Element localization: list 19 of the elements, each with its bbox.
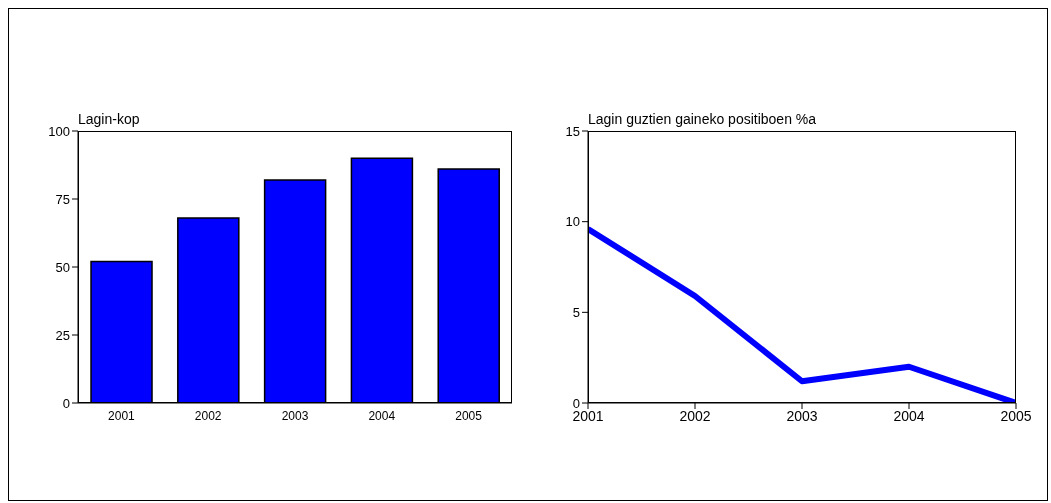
x-tick-label: 2002 <box>194 408 222 423</box>
x-tick-label: 2003 <box>786 407 818 424</box>
y-tick-label: 15 <box>565 123 580 139</box>
y-tick-label: 0 <box>62 395 70 411</box>
x-tick-label: 2005 <box>1000 407 1032 424</box>
y-tick-label: 75 <box>55 191 70 207</box>
y-tick-label: 50 <box>55 259 70 275</box>
y-tick-label: 5 <box>572 304 580 320</box>
y-axis-title: Lagin guztien gaineko positiboen %a <box>588 111 817 127</box>
y-axis-title: Lagin-kop <box>78 111 140 127</box>
y-tick-label: 10 <box>565 214 580 230</box>
x-tick-label: 2004 <box>893 407 925 424</box>
y-tick-label: 100 <box>48 123 70 139</box>
x-tick-label: 2004 <box>368 408 396 423</box>
x-tick-label: 2003 <box>281 408 309 423</box>
x-tick-label: 2001 <box>108 408 136 423</box>
x-tick-label: 2005 <box>455 408 483 423</box>
x-tick-label: 2002 <box>679 407 711 424</box>
y-tick-label: 25 <box>55 327 70 343</box>
